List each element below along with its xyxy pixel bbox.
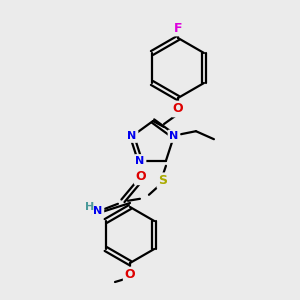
Text: H: H [85, 202, 94, 212]
Text: N: N [93, 206, 103, 216]
Text: N: N [128, 131, 137, 141]
Text: F: F [174, 22, 182, 34]
Text: O: O [125, 268, 135, 281]
Text: N: N [169, 131, 178, 141]
Text: O: O [136, 170, 146, 183]
Text: S: S [158, 174, 167, 187]
Text: O: O [173, 103, 183, 116]
Text: N: N [135, 156, 145, 166]
